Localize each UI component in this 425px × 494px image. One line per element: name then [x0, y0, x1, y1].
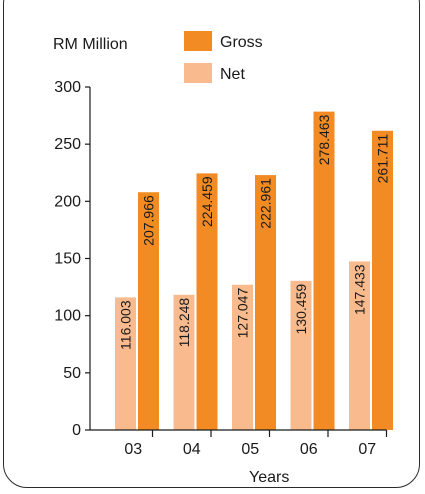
bar-net: [290, 280, 312, 430]
x-tick-label: 04: [183, 441, 201, 458]
bars: 116.003 207.966 118.248 224.459 127.047 222.9…: [115, 111, 393, 431]
legend-swatch-gross: [184, 31, 212, 51]
value-label: 127.047: [235, 288, 251, 339]
bar-net: [115, 297, 136, 430]
value-label: 147.433: [352, 264, 368, 315]
value-label: 118.248: [176, 298, 192, 348]
bar-gross: [372, 130, 393, 430]
value-label: 207.966: [141, 195, 157, 246]
bar-gross: [196, 173, 218, 431]
value-label: 130.459: [293, 284, 309, 335]
y-tick-label: 100: [54, 308, 81, 325]
y-tick-label: 0: [72, 422, 81, 439]
value-label: 116.003: [118, 300, 134, 350]
y-axis-title: RM Million: [53, 36, 128, 53]
legend-label-net: Net: [220, 66, 245, 83]
bar-net: [173, 294, 195, 430]
x-tick-label: 06: [300, 441, 318, 458]
axes: 0 50 100 150 200 250 300 03 04 05 06 07: [54, 79, 388, 458]
x-tick-label: 05: [241, 441, 259, 458]
value-label: 278.463: [316, 114, 332, 165]
legend-swatch-net: [184, 63, 212, 83]
legend: Gross Net: [184, 31, 263, 83]
value-label: 222.961: [258, 178, 274, 229]
y-tick-label: 200: [54, 193, 81, 210]
y-tick-label: 250: [54, 136, 81, 153]
bar-gross: [313, 111, 335, 431]
x-tick-label: 03: [124, 441, 142, 458]
value-label: 261.711: [375, 134, 391, 184]
bar-gross: [138, 192, 159, 430]
y-tick-label: 150: [54, 251, 81, 268]
bar-net: [232, 284, 253, 430]
y-tick-label: 300: [54, 79, 81, 96]
legend-label-gross: Gross: [220, 34, 263, 51]
x-tick-label: 07: [358, 441, 376, 458]
bar-gross: [255, 175, 276, 430]
value-label: 224.459: [199, 176, 215, 227]
y-tick-label: 50: [63, 365, 81, 382]
x-axis-title: Years: [249, 469, 289, 486]
bar-net: [349, 261, 370, 430]
